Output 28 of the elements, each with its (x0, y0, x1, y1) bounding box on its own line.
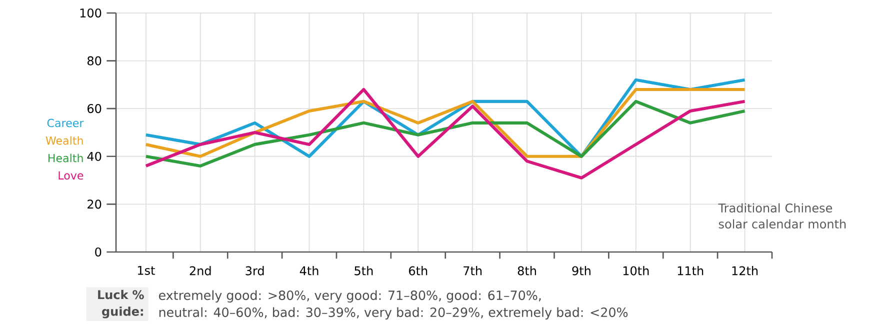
text: Love (58, 171, 84, 180)
x-tick-label: 2nd (190, 266, 211, 276)
text: neutral: 40–60%, bad: 30–39%, very bad: 20–29%, extremely bad: <20% (159, 307, 628, 320)
y-tick-label: 0 (95, 247, 102, 257)
line-series (144, 100, 746, 168)
y-tick-label: 20 (88, 200, 102, 209)
y-tick-label: 80 (88, 56, 102, 66)
x-tick-label: 11th (678, 266, 704, 276)
text: Health (48, 154, 83, 162)
x-tick-label: 10th (623, 266, 649, 276)
x-tick-label: 9th (572, 266, 590, 276)
x-tick-label: 3rd (246, 266, 264, 276)
y-tick-label: 40 (87, 152, 102, 161)
x-tick-label: 4th (300, 266, 318, 276)
line-series (144, 88, 746, 180)
x-axis-title: Traditional Chinese solar calendar month (718, 203, 846, 229)
x-tick-label: 7th (464, 266, 482, 276)
y-tick-label: 100 (80, 8, 102, 18)
x-tick-label: 12th (732, 266, 758, 276)
y-tick-label: 60 (88, 104, 102, 114)
text: Luck % guide: (98, 290, 144, 318)
x-tick-label: 8th (518, 266, 536, 276)
x-tick-label: 1st (138, 266, 155, 275)
text: Career (47, 118, 84, 128)
x-tick-label: 5th (354, 266, 373, 276)
x-tick-label: 6th (409, 266, 428, 276)
text: extremely good: >80%, very good: 71–80%, good: 61–70%, (158, 290, 541, 303)
text: Wealth (46, 136, 83, 145)
